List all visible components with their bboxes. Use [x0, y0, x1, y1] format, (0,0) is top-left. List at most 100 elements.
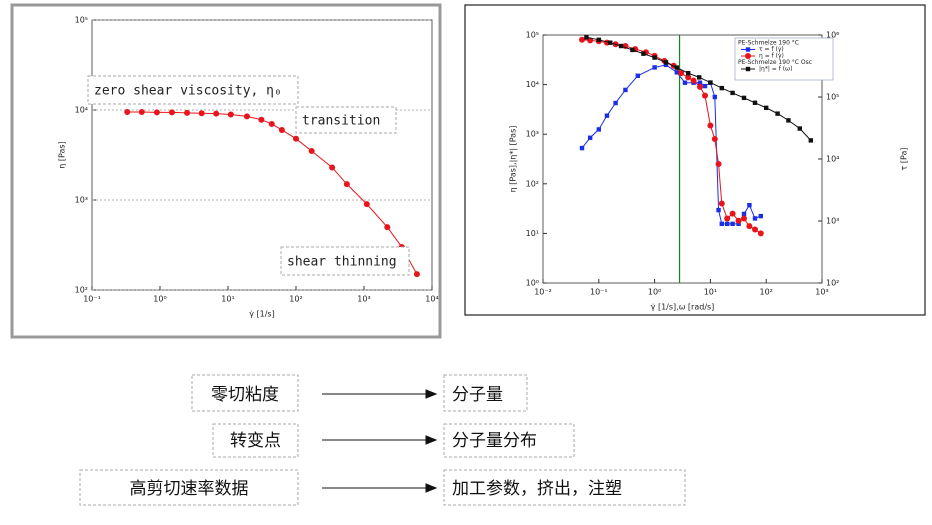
legend-label: |η*| = f (ω) [759, 66, 792, 73]
legend-label: η = f (γ̇) [759, 53, 784, 60]
marker [124, 109, 131, 116]
term-box [191, 374, 299, 412]
marker [663, 62, 669, 68]
marker [613, 100, 618, 106]
marker [663, 60, 669, 65]
marker [724, 221, 730, 227]
marker [685, 74, 692, 81]
marker [630, 47, 635, 53]
marker [596, 37, 601, 43]
x-axis-label: γ̇ [1/s],ω [rad/s] [651, 303, 715, 312]
x-tick-label: 10⁴ [425, 295, 438, 304]
marker [243, 113, 250, 120]
legend-group: PE-Schmelze 190 °C Osc [738, 59, 812, 66]
marker [278, 126, 285, 133]
marker [623, 87, 628, 93]
term-box [212, 423, 299, 458]
arrows [322, 389, 438, 493]
marker [343, 181, 350, 188]
marker [198, 110, 205, 117]
annotation: shear thinning [287, 255, 397, 270]
marker [168, 109, 175, 116]
meaning: 加工参数，挤出，注塑 [452, 479, 622, 499]
marker [752, 100, 758, 105]
y-axis-label: η [Pas],|η*| [Pas] [509, 126, 518, 193]
marker [384, 224, 391, 231]
marker [746, 223, 753, 230]
marker [618, 43, 624, 49]
y-tick-label: 10⁵ [526, 31, 539, 40]
x-tick-label: 10¹ [221, 295, 234, 304]
y2-tick-label: 10⁵ [826, 93, 839, 102]
annotation-box [280, 246, 410, 276]
legend-box [734, 37, 834, 81]
y-tick-label: 10¹ [526, 229, 539, 238]
term: 高剪切速率数据 [130, 479, 249, 499]
y-tick-label: 10³ [526, 130, 539, 139]
marker [716, 207, 721, 213]
marker [641, 51, 646, 56]
marker [652, 65, 657, 70]
marker [584, 35, 589, 40]
annotation-box [87, 75, 299, 105]
y-tick-label: 10⁴ [526, 80, 539, 89]
x-tick-label: 10⁻¹ [590, 288, 608, 297]
y-tick-label: 10² [526, 179, 539, 188]
y-tick-label: 10² [75, 286, 88, 295]
y2-tick-label: 10⁶ [826, 31, 839, 40]
y2-axis-label: τ [Pa] [900, 148, 909, 171]
meaning-box [443, 469, 686, 506]
marker [701, 92, 708, 99]
marker [719, 85, 724, 91]
marker [696, 83, 703, 90]
marker [678, 70, 685, 77]
term-box [79, 469, 299, 506]
marker [730, 90, 735, 96]
y2-tick-label: 10³ [826, 217, 839, 226]
y-axis-label: η [Pas] [58, 141, 67, 168]
annotation: transition [302, 114, 380, 129]
marker [635, 73, 641, 78]
meaning: 分子量 [452, 385, 503, 405]
y-tick-label: 10⁰ [526, 279, 539, 288]
marker [674, 65, 680, 70]
marker [718, 200, 725, 207]
marker [329, 164, 336, 171]
marker [268, 120, 275, 127]
marker [213, 110, 220, 117]
x-axis-label: γ̇ [1/s] [249, 310, 274, 319]
marker [752, 216, 758, 221]
marker [308, 148, 315, 155]
marker [736, 221, 741, 227]
marker [707, 122, 714, 129]
marker [729, 210, 736, 217]
marker [138, 109, 145, 116]
marker [227, 111, 234, 118]
marker [685, 70, 691, 76]
marker [711, 136, 718, 143]
x-tick-label: 10⁰ [153, 295, 166, 304]
marker [258, 116, 265, 123]
x-tick-label: 10³ [815, 288, 828, 297]
marker [740, 215, 747, 222]
legend-label: τ = f (γ̇) [759, 46, 784, 53]
meaning: 分子量分布 [452, 431, 537, 451]
annotation-box [295, 106, 397, 134]
marker [758, 213, 763, 219]
marker [735, 217, 742, 224]
marker [764, 105, 769, 111]
marker [153, 109, 160, 116]
marker [797, 126, 802, 131]
x-tick-label: 10⁻² [534, 288, 552, 297]
marker [293, 135, 299, 142]
x-tick-label: 10² [760, 288, 773, 297]
marker [730, 221, 735, 227]
x-tick-label: 10⁰ [648, 288, 661, 297]
marker [775, 111, 780, 116]
marker [786, 118, 791, 123]
marker [719, 221, 724, 227]
meaning-box [443, 374, 528, 412]
meaning-box [443, 423, 575, 458]
annotation: zero shear viscosity, η₀ [94, 84, 282, 99]
